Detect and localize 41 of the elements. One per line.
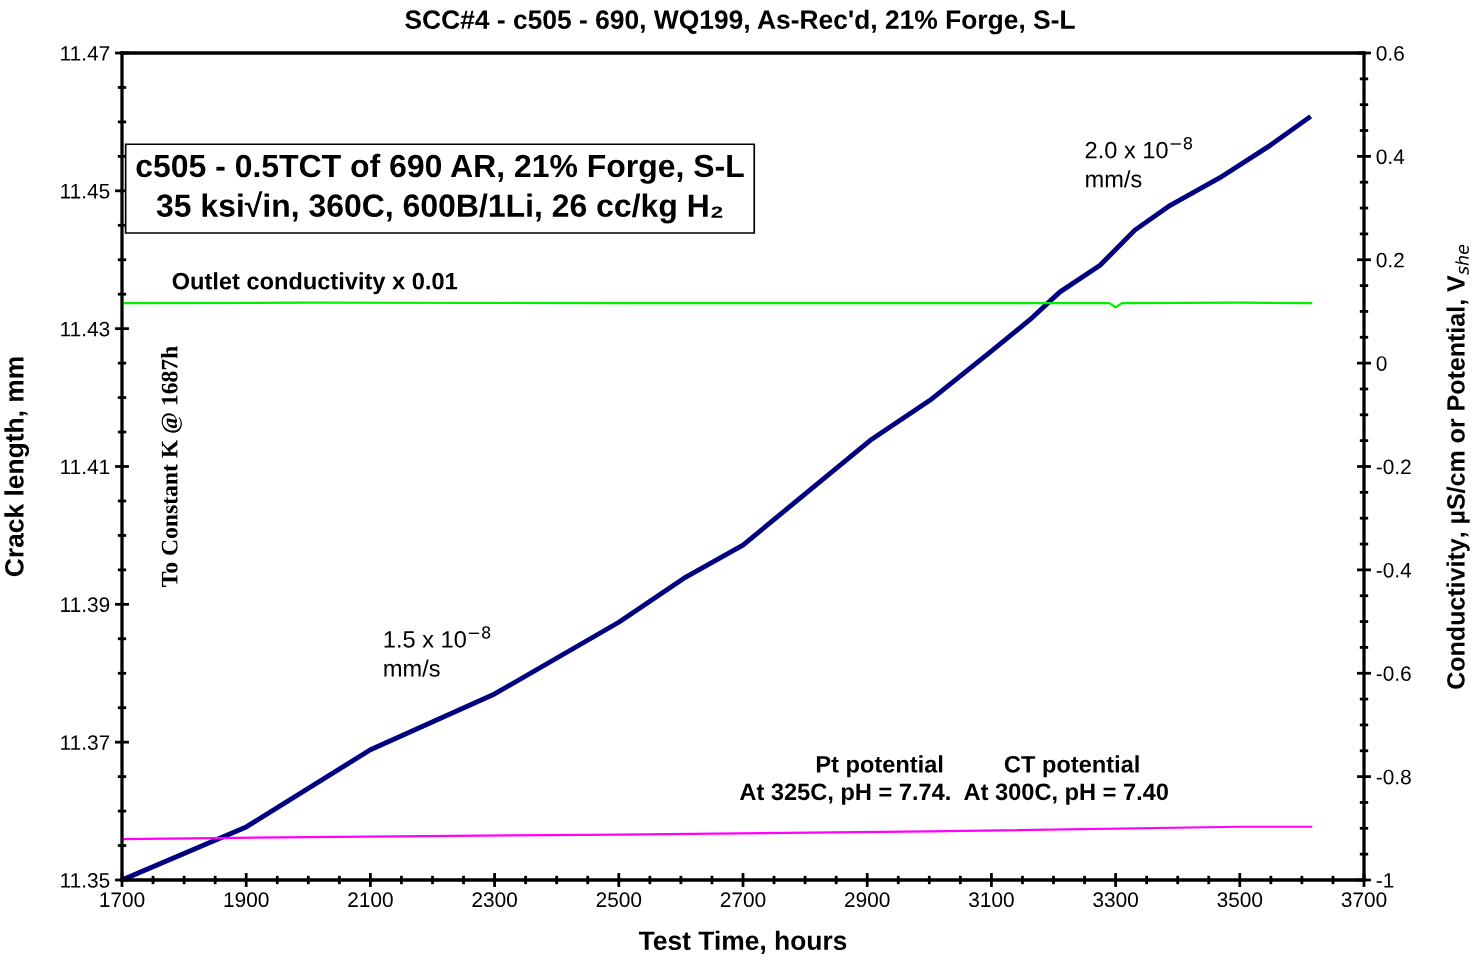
y2-tick-label: 0	[1376, 356, 1387, 371]
x-tick-label: 2300	[472, 892, 517, 908]
y-tick-label: 11.39	[61, 597, 110, 613]
x-tick-label: 3500	[1217, 892, 1263, 908]
line-series	[122, 825, 1313, 841]
chart-title: SCC#4 - c505 - 690, WQ199, As-Rec'd, 21% Forge, S-L	[405, 9, 1075, 35]
annotation: To Constant K @ 1687h	[160, 346, 182, 587]
y-tick-label: 11.35	[61, 873, 110, 888]
y-tick-label: 11.43	[61, 321, 110, 337]
annotation: Outlet conductivity x 0.01	[172, 272, 458, 295]
x-tick-label: 2700	[720, 892, 766, 908]
text: 2.0 x 10$^{−8}$ mm/s	[1085, 136, 1193, 188]
y-tick-label: 11.41	[61, 459, 110, 475]
annotation: At 325C, pH = 7.74. At 300C, pH = 7.40	[739, 783, 1168, 805]
annotation: Pt potential	[816, 755, 943, 778]
y2-tick-label: -0.2	[1376, 459, 1411, 475]
x-tick-label: 1900	[224, 892, 269, 908]
x-tick-label: 1700	[100, 892, 145, 908]
y-tick-label: 11.47	[61, 46, 110, 61]
text: 1.5 x 10$^{−8}$ mm/s	[384, 626, 491, 677]
x-tick-label: 3700	[1341, 892, 1387, 908]
x-axis-title: Test Time, hours	[638, 930, 847, 954]
annotation: c505 - 0.5TCT of 690 AR, 21% Forge, S-L 35 ksi√in, 360C, 600B/1Li, 26 cc/kg H₂	[136, 153, 744, 224]
y2-tick-label: -0.6	[1376, 666, 1411, 681]
x-tick-label: 2100	[348, 892, 393, 908]
y2-tick-label: 0.2	[1376, 252, 1404, 268]
y2-tick-label: -1	[1376, 873, 1394, 888]
y-tick-label: 11.45	[61, 184, 110, 199]
y2-axis-title: Conductivity, µS/cm or Potential, V$_{she}$	[1446, 244, 1470, 689]
y-tick-label: 11.37	[61, 735, 110, 750]
y2-tick-label: 0.6	[1376, 46, 1404, 61]
x-tick-label: 2500	[596, 892, 642, 908]
x-tick-label: 3300	[1093, 892, 1138, 908]
y2-tick-label: 0.4	[1376, 149, 1405, 165]
y-axis-title: Crack length, mm	[4, 357, 30, 577]
annotation: CT potential	[1004, 755, 1139, 778]
y2-tick-label: -0.8	[1376, 769, 1411, 785]
x-tick-label: 2900	[845, 892, 890, 908]
line-series	[122, 115, 1312, 880]
x-tick-label: 3100	[969, 892, 1014, 908]
y2-tick-label: -0.4	[1376, 562, 1412, 578]
